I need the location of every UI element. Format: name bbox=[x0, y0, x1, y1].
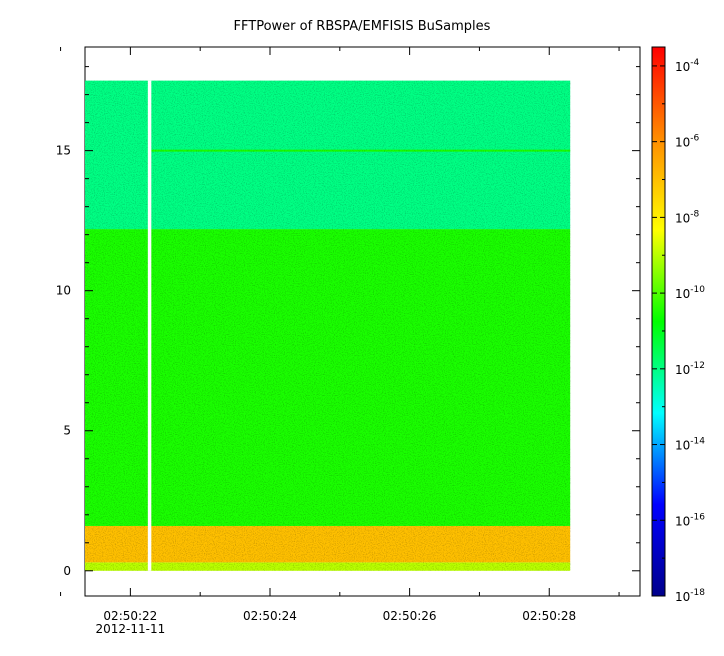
y-axis: 0 5 10 15 bbox=[56, 66, 640, 578]
colorbar-tick-label: 10-10 bbox=[675, 285, 705, 301]
y-tick-label: 15 bbox=[56, 144, 71, 158]
chart-title: FFTPower of RBSPA/EMFISIS BuSamples bbox=[234, 19, 491, 34]
colorbar-axis: 10-4 10-6 10-8 10-10 10-12 10-14 10-16 10-18 bbox=[652, 58, 705, 604]
x-axis-date-label: 2012-11-11 bbox=[96, 622, 166, 636]
colorbar bbox=[651, 46, 666, 597]
noise-texture bbox=[85, 80, 571, 571]
y-tick-label: 5 bbox=[63, 424, 71, 438]
colorbar-tick-label: 10-16 bbox=[675, 512, 705, 528]
y-tick-label: 0 bbox=[63, 564, 71, 578]
x-axis: 02:50:22 02:50:24 02:50:26 02:50:28 bbox=[60, 47, 620, 623]
x-tick-label: 02:50:28 bbox=[522, 609, 576, 623]
colorbar-tick-label: 10-18 bbox=[675, 588, 705, 604]
colorbar-tick-label: 10-4 bbox=[675, 58, 700, 74]
y-tick-label: 10 bbox=[56, 284, 71, 298]
colorbar-tick-label: 10-14 bbox=[675, 437, 705, 453]
colorbar-tick-label: 10-6 bbox=[675, 134, 700, 150]
x-tick-label: 02:50:26 bbox=[383, 609, 437, 623]
spectrogram-image bbox=[85, 80, 571, 571]
x-tick-label: 02:50:24 bbox=[243, 609, 297, 623]
colorbar-tick-label: 10-8 bbox=[675, 209, 700, 225]
colorbar-tick-label: 10-12 bbox=[675, 361, 705, 377]
data-gap bbox=[147, 80, 152, 571]
x-tick-label: 02:50:22 bbox=[103, 609, 157, 623]
